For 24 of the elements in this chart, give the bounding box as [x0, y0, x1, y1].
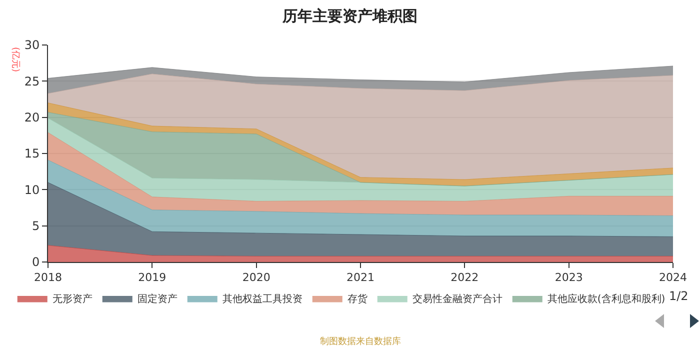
x-tick-label: 2021 [346, 271, 374, 284]
legend-label: 无形资产 [52, 293, 92, 306]
legend-label: 存货 [347, 293, 368, 306]
y-tick-label: 5 [32, 219, 40, 234]
y-tick-label: 15 [24, 146, 40, 161]
y-tick-label: 25 [24, 74, 40, 88]
x-tick-label: 2022 [450, 271, 479, 284]
x-tick-label: 2020 [242, 271, 270, 284]
legend-label: 交易性金融资产合计 [412, 293, 502, 306]
y-tick-label: 0 [32, 255, 40, 270]
chart-title: 历年主要资产堆积图 [282, 7, 418, 25]
x-tick-label: 2024 [659, 271, 687, 284]
y-axis-title: (亿元) [10, 47, 21, 72]
legend-label: 其他应收款(含利息和股利) [547, 293, 666, 306]
y-tick-label: 20 [24, 110, 40, 125]
x-tick-label: 2018 [34, 271, 62, 284]
y-tick-label: 10 [24, 182, 40, 197]
legend-label: 固定资产 [137, 293, 178, 306]
text: 1/2 [669, 289, 688, 303]
y-tick-label: 30 [24, 38, 40, 52]
x-tick-label: 2019 [138, 271, 166, 284]
x-tick-label: 2023 [554, 271, 583, 284]
text: 制图数据来自数据库 [320, 336, 401, 347]
legend-label: 其他权益工具投资 [222, 293, 302, 306]
